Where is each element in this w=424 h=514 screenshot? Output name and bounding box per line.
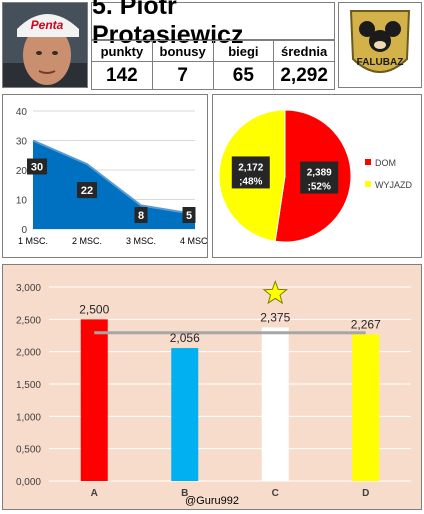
club-logo: FALUBAZ <box>338 2 422 88</box>
bar-y-tick: 1,500 <box>16 380 41 391</box>
bar-x-tick: A <box>91 488 98 499</box>
stat-value-punkty: 142 <box>91 61 153 90</box>
bar-x-axis: A B C D <box>91 488 370 499</box>
area-plot <box>32 139 196 229</box>
logo-text: FALUBAZ <box>357 57 404 68</box>
bar-data-label: 2,375 <box>260 310 290 324</box>
area-x-axis: 1 MSC. 2 MSC. 3 MSC. 4 MSC. <box>18 236 210 246</box>
area-y-tick: 20 <box>16 166 28 177</box>
average-bar-chart: 0,000 0,500 1,000 1,500 2,000 2,500 3,000 2,50… <box>2 264 422 510</box>
bar-x-tick: C <box>272 488 279 499</box>
bar-x-tick: B <box>181 488 188 499</box>
pie-legend-swatch <box>365 159 371 165</box>
pie-data-label-box <box>300 161 339 194</box>
area-y-tick: 10 <box>16 196 28 207</box>
bar-y-tick: 0,000 <box>16 477 41 488</box>
player-name-title: 5. Piotr Protasiewicz <box>91 0 335 49</box>
bar-x-tick: D <box>362 488 369 499</box>
bar-chart-svg: 0,000 0,500 1,000 1,500 2,000 2,500 3,000 2,50… <box>16 279 411 507</box>
stats-table: punkty bonusy biegi średnia 142 7 65 2,2… <box>91 40 335 90</box>
stat-header-srednia: średnia <box>273 40 335 62</box>
bar-data-label: 2,500 <box>79 302 109 316</box>
stat-value-bonusy: 7 <box>151 61 214 90</box>
bar-data-label: 2,267 <box>351 317 381 331</box>
pie-data-label-box <box>231 156 270 189</box>
pie-data-label: 2,389 <box>307 168 332 179</box>
area-y-axis: 0 10 20 30 40 <box>16 107 28 236</box>
stat-header-bonusy: bonusy <box>151 40 214 62</box>
area-y-tick: 30 <box>16 137 28 148</box>
area-x-tick: 1 MSC. <box>18 236 48 246</box>
bar-bars <box>80 319 380 481</box>
area-x-tick: 2 MSC. <box>72 236 102 246</box>
bar-y-axis: 0,000 0,500 1,000 1,500 2,000 2,500 3,000 <box>16 283 41 488</box>
bar-star <box>262 279 289 305</box>
area-x-tick: 3 MSC. <box>126 236 156 246</box>
bar-y-tick: 2,000 <box>16 348 41 359</box>
player-photo: Penta <box>2 2 88 88</box>
bar-d <box>352 334 380 481</box>
stat-value-srednia: 2,292 <box>273 61 335 90</box>
area-y-tick: 40 <box>16 107 28 118</box>
area-data-label-box <box>134 207 148 223</box>
area-data-label: 8 <box>138 210 144 222</box>
pie-legend-swatch <box>365 181 371 187</box>
pie-legend-label: WYJAZD <box>375 180 412 190</box>
star-icon <box>262 279 289 305</box>
stat-header-punkty: punkty <box>91 40 153 62</box>
pie-legend-label: DOM <box>375 158 396 168</box>
pie-data-label: ;48% <box>239 176 262 187</box>
area-series-line <box>32 139 196 216</box>
stat-value-biegi: 65 <box>212 61 275 90</box>
photo-brand-text: Penta <box>31 18 64 32</box>
area-data-label-box <box>77 182 97 199</box>
area-data-label-box <box>182 207 196 223</box>
bar-a <box>80 319 108 481</box>
area-data-labels: 30 22 8 5 <box>27 158 196 223</box>
bar-grid <box>49 286 411 482</box>
area-data-label-box <box>27 158 47 175</box>
bar-y-tick: 1,000 <box>16 412 41 423</box>
area-data-label: 30 <box>31 162 43 174</box>
bar-y-tick: 0,500 <box>16 445 41 456</box>
area-data-label: 22 <box>81 185 93 197</box>
area-y-tick: 0 <box>21 225 27 236</box>
home-away-pie-chart: 2,389 ;52% 2,172 ;48% DOM WYJAZD <box>212 94 422 258</box>
bar-y-tick: 2,500 <box>16 315 41 326</box>
bar-c <box>261 327 289 481</box>
bar-data-labels: 2,500 2,056 2,375 2,267 <box>79 302 381 345</box>
area-x-tick: 4 MSC. <box>180 236 207 246</box>
bar-b <box>171 348 199 481</box>
area-data-label: 5 <box>186 210 192 222</box>
pie-legend: DOM WYJAZD <box>365 158 412 190</box>
pie-data-labels: 2,389 ;52% 2,172 ;48% <box>231 156 339 194</box>
bar-y-tick: 3,000 <box>16 283 41 294</box>
pie-chart-svg: 2,389 ;52% 2,172 ;48% DOM WYJAZD <box>218 109 412 243</box>
footer-credit: @Guru992 <box>185 495 239 507</box>
bar-data-label: 2,056 <box>170 331 200 345</box>
pie-data-label: ;52% <box>308 182 331 193</box>
stat-header-biegi: biegi <box>212 40 275 62</box>
pie-data-label: 2,172 <box>238 162 263 173</box>
